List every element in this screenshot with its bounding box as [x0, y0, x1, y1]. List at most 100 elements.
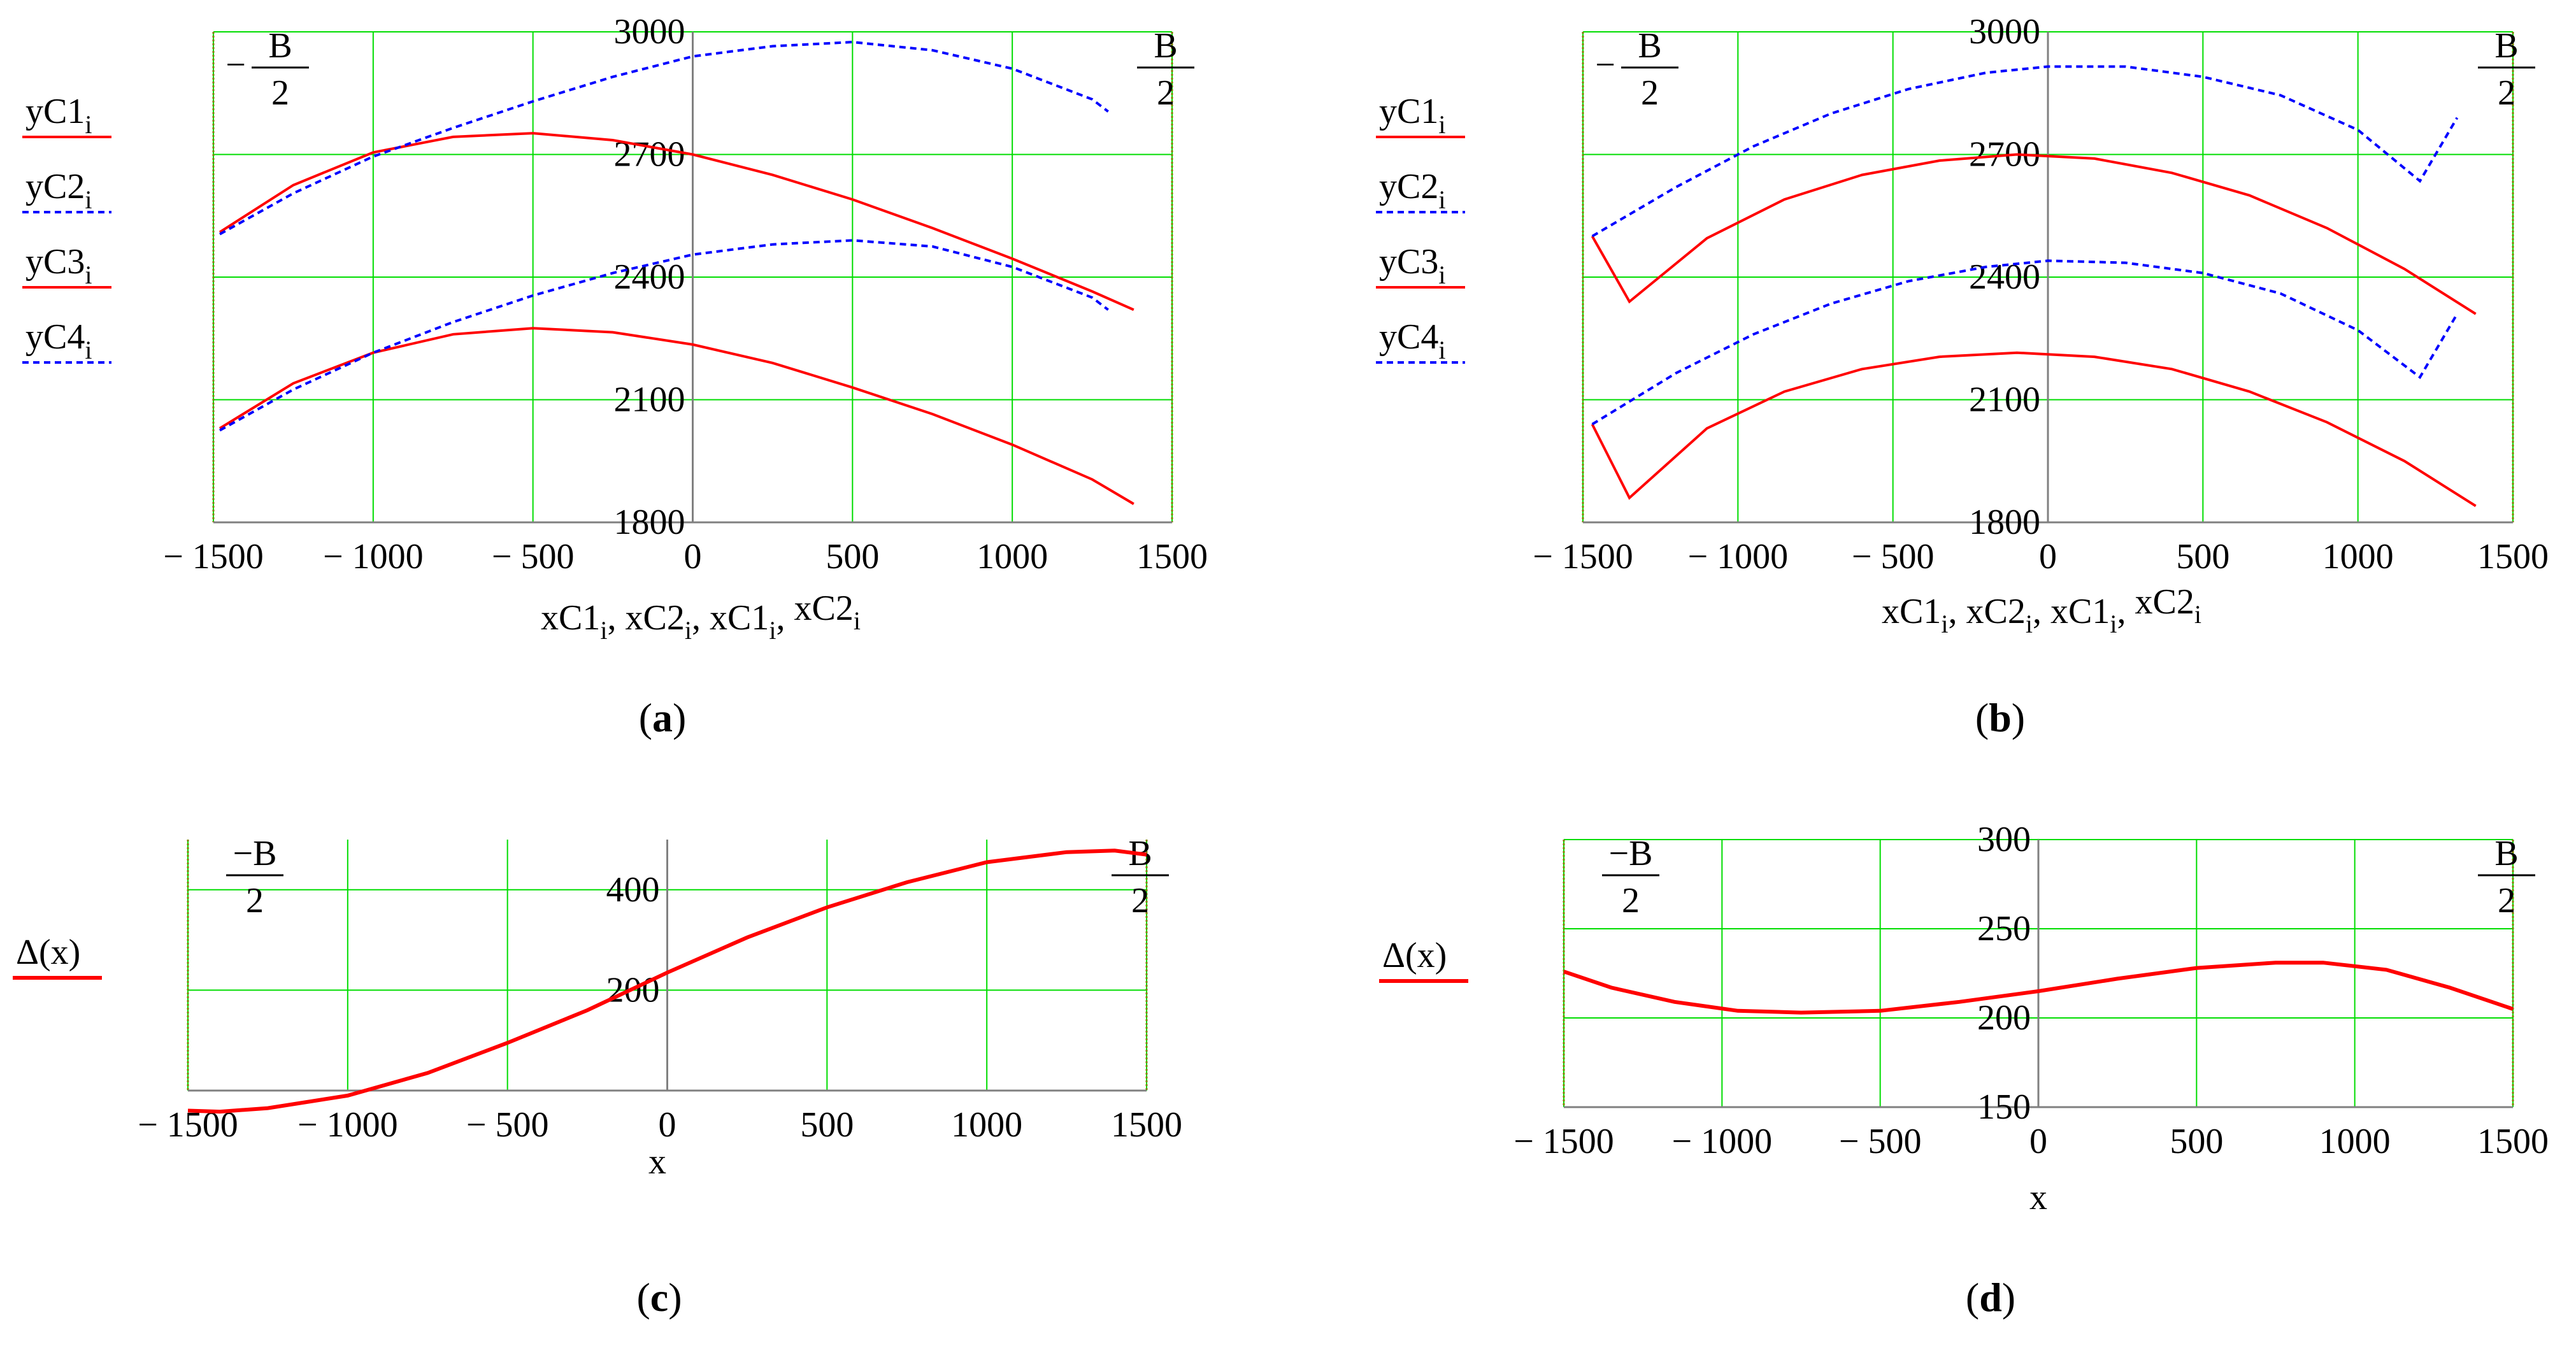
right-b-half-marker: B2 — [1137, 26, 1194, 113]
y-tick-label: 2400 — [614, 257, 685, 297]
series-line-yc3 — [218, 327, 1134, 505]
fraction-denominator: 2 — [1131, 881, 1149, 920]
right-b-half-marker: B2 — [2478, 834, 2535, 920]
left-b-half-marker: −B 2 — [225, 26, 309, 113]
y-tick-label: 2700 — [614, 135, 685, 175]
x-tick-label: 1500 — [1136, 537, 1208, 576]
fraction-numerator: B — [1154, 26, 1177, 66]
series-line-x — [187, 848, 1147, 1114]
series-group — [187, 848, 1147, 1114]
series-group — [1563, 961, 2514, 1015]
x-tick-label: − 1500 — [1513, 1122, 1614, 1161]
x-axis-label: x — [2029, 1178, 2047, 1217]
fraction-denominator: 2 — [1622, 881, 1640, 920]
x-tick-label: 1500 — [2477, 1122, 2549, 1161]
x-tick-label: 1000 — [2322, 537, 2394, 576]
fraction-numerator: B — [1638, 26, 1661, 66]
right-b-half-marker: B2 — [2478, 26, 2535, 113]
x-tick-label: − 1500 — [163, 537, 264, 576]
legend-label: yC3i — [1379, 242, 1445, 289]
x-tick-label: 500 — [2176, 537, 2229, 576]
panel-label: (a) — [639, 695, 687, 740]
series-line-yc1 — [218, 132, 1134, 311]
legend: Δ(x) — [13, 933, 102, 980]
legend-label: Δ(x) — [16, 933, 80, 972]
y-tick-label: 150 — [1977, 1087, 2031, 1127]
y-tick-label: 200 — [1977, 998, 2031, 1038]
x-tick-label: − 500 — [466, 1105, 549, 1145]
x-axis-label: xC1i, xC2i, xC1i, xC2i — [1882, 582, 2201, 638]
panel-label: (b) — [1975, 695, 2025, 740]
left-b-half-marker: −B 2 — [1595, 26, 1678, 113]
fraction-denominator: 2 — [271, 73, 289, 113]
fraction-prefix: − — [225, 45, 246, 85]
chart-panel-a: − 1500 − 1000 − 500 0 500 1000 1500 1800 2100 240… — [22, 12, 1208, 740]
series-group — [1591, 65, 2477, 507]
legend-label: yC2i — [25, 167, 92, 214]
right-b-half-marker: B2 — [1112, 834, 1169, 920]
x-tick-label: 0 — [684, 537, 702, 576]
x-tick-label: 500 — [826, 537, 879, 576]
left-b-half-marker: −B 2 — [1602, 834, 1659, 920]
y-tick-label: 1800 — [1969, 503, 2040, 542]
x-tick-label: − 500 — [492, 537, 575, 576]
fraction-numerator: B — [2494, 834, 2518, 873]
fraction-denominator: 2 — [2498, 73, 2515, 113]
x-tick-label: 0 — [659, 1105, 676, 1145]
fraction-denominator: 2 — [2498, 881, 2515, 920]
x-tick-label: − 1000 — [297, 1105, 398, 1145]
fraction-numerator: −B — [233, 834, 277, 873]
x-tick-label: 1000 — [977, 537, 1048, 576]
y-tick-label: 1800 — [614, 503, 685, 542]
series-line-yc3 — [1591, 351, 2477, 507]
fraction-numerator: B — [268, 26, 292, 66]
x-tick-label: 1500 — [1111, 1105, 1182, 1145]
legend: Δ(x) — [1379, 936, 1468, 983]
x-tick-label: − 1000 — [1672, 1122, 1773, 1161]
chart-panel-b: − 1500− 1000− 500 0 500 1000 150018002100240… — [1376, 12, 2549, 740]
x-tick-label: − 500 — [1852, 537, 1935, 576]
series-line-yc4 — [1591, 259, 2459, 426]
x-axis-label: x — [648, 1142, 666, 1182]
x-tick-label: 1500 — [2477, 537, 2549, 576]
panel-label: (c) — [636, 1275, 682, 1320]
legend-label: yC1i — [1379, 92, 1445, 139]
x-tick-label: − 1000 — [1688, 537, 1789, 576]
chart-panel-c: − 1500− 1000− 500 0 500 1000 1500200400−B2B2… — [13, 834, 1182, 1320]
left-b-half-marker: −B 2 — [226, 834, 283, 920]
fraction-prefix: − — [1595, 45, 1615, 85]
fraction-denominator: 2 — [246, 881, 264, 920]
y-tick-label: 400 — [606, 870, 660, 910]
x-tick-label: 500 — [800, 1105, 854, 1145]
y-tick-label: 250 — [1977, 909, 2031, 949]
legend: yC1i yC2i yC3i yC4i — [22, 92, 111, 364]
x-tick-label: 1000 — [951, 1105, 1022, 1145]
y-tick-label: 3000 — [1969, 12, 2040, 52]
legend-label: yC4i — [25, 317, 92, 364]
y-tick-label: 300 — [1977, 820, 2031, 859]
x-tick-label: − 1500 — [1533, 537, 1633, 576]
x-tick-label: 0 — [2039, 537, 2057, 576]
x-tick-label: 1000 — [2319, 1122, 2391, 1161]
series-line-x — [1563, 961, 2514, 1015]
legend-label: yC2i — [1379, 167, 1445, 214]
chart-panel-d: − 1500 − 1000 − 500 0 500 1000 1500 150 200 250 30… — [1379, 820, 2549, 1320]
fraction-numerator: B — [2494, 26, 2518, 66]
x-tick-label: − 1000 — [323, 537, 424, 576]
series-group — [218, 40, 1134, 505]
fraction-denominator: 2 — [1157, 73, 1175, 113]
y-tick-label: 2100 — [1969, 380, 2040, 420]
legend-label: yC3i — [25, 242, 92, 289]
series-line-yc1 — [1591, 153, 2477, 315]
legend-label: Δ(x) — [1382, 936, 1447, 975]
fraction-numerator: −B — [1609, 834, 1653, 873]
legend-label: yC1i — [25, 92, 92, 139]
x-tick-label: 0 — [2029, 1122, 2047, 1161]
x-tick-label: 500 — [2170, 1122, 2223, 1161]
legend: yC1i yC2i yC3i yC4i — [1376, 92, 1465, 364]
x-tick-label: − 500 — [1839, 1122, 1922, 1161]
y-tick-label: 2100 — [614, 380, 685, 420]
panel-label: (d) — [1966, 1275, 2015, 1320]
y-tick-label: 3000 — [614, 12, 685, 52]
